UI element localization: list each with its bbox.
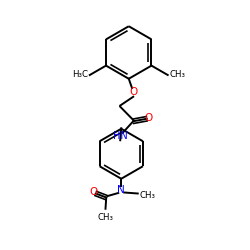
Text: O: O — [89, 187, 98, 197]
Text: H₃C: H₃C — [72, 70, 88, 79]
Text: O: O — [129, 87, 138, 97]
Text: CH₃: CH₃ — [169, 70, 185, 79]
Text: O: O — [144, 113, 153, 123]
Text: N: N — [118, 185, 125, 195]
Text: HN: HN — [113, 131, 128, 141]
Text: CH₃: CH₃ — [97, 212, 113, 222]
Text: CH₃: CH₃ — [140, 190, 156, 200]
